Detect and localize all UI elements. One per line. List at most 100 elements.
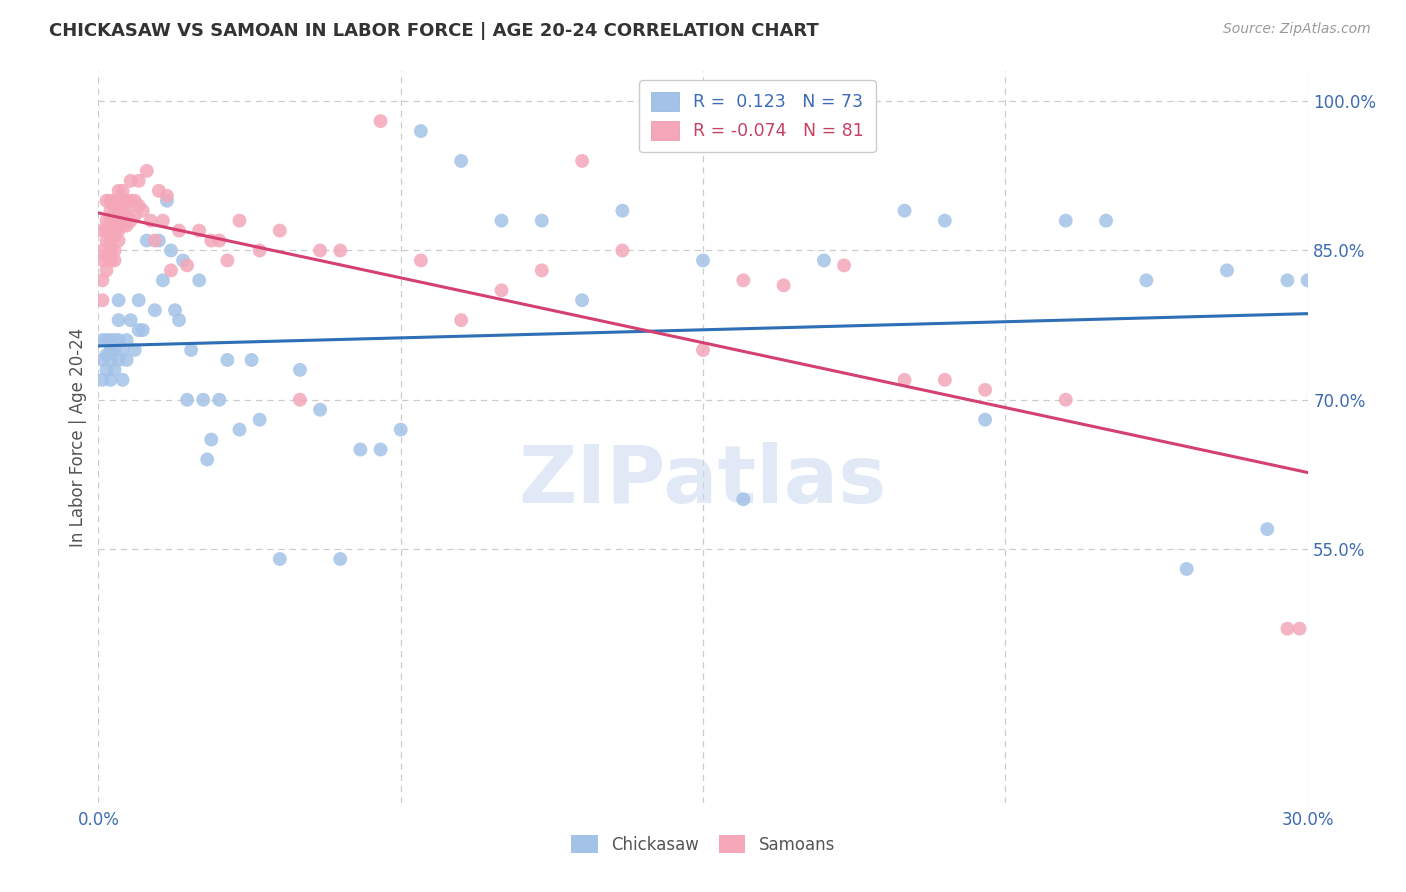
- Point: [103, 203, 125, 218]
- Text: Source: ZipAtlas.com: Source: ZipAtlas.com: [1223, 22, 1371, 37]
- Point: [733, 273, 755, 287]
- Point: [813, 253, 835, 268]
- Point: [100, 353, 122, 368]
- Point: [91, 353, 114, 368]
- Point: [91, 373, 114, 387]
- Point: [288, 392, 311, 407]
- Point: [148, 184, 170, 198]
- Point: [96, 224, 118, 238]
- Point: [96, 263, 118, 277]
- Point: [139, 213, 162, 227]
- Point: [91, 253, 114, 268]
- Point: [309, 402, 332, 417]
- Point: [1135, 273, 1157, 287]
- Point: [1296, 273, 1319, 287]
- Point: [143, 303, 166, 318]
- Point: [491, 213, 513, 227]
- Point: [1054, 213, 1077, 227]
- Point: [148, 234, 170, 248]
- Point: [1256, 522, 1278, 536]
- Point: [217, 253, 239, 268]
- Point: [120, 313, 142, 327]
- Point: [409, 253, 432, 268]
- Point: [100, 194, 122, 208]
- Point: [107, 194, 129, 208]
- Y-axis label: In Labor Force | Age 20-24: In Labor Force | Age 20-24: [69, 327, 87, 547]
- Point: [772, 278, 794, 293]
- Point: [111, 219, 134, 233]
- Point: [96, 363, 118, 377]
- Point: [100, 253, 122, 268]
- Point: [188, 273, 211, 287]
- Point: [208, 392, 231, 407]
- Point: [934, 373, 956, 387]
- Point: [160, 244, 183, 258]
- Point: [329, 244, 352, 258]
- Point: [156, 188, 179, 202]
- Point: [200, 433, 222, 447]
- Point: [217, 353, 239, 368]
- Point: [96, 194, 118, 208]
- Point: [103, 244, 125, 258]
- Point: [269, 552, 291, 566]
- Point: [91, 333, 114, 347]
- Point: [120, 213, 142, 227]
- Point: [100, 373, 122, 387]
- Point: [107, 313, 129, 327]
- Text: CHICKASAW VS SAMOAN IN LABOR FORCE | AGE 20-24 CORRELATION CHART: CHICKASAW VS SAMOAN IN LABOR FORCE | AGE…: [49, 22, 818, 40]
- Point: [100, 213, 122, 227]
- Point: [115, 353, 138, 368]
- Point: [491, 283, 513, 297]
- Point: [1288, 622, 1310, 636]
- Point: [96, 348, 118, 362]
- Point: [389, 423, 412, 437]
- Point: [107, 353, 129, 368]
- Point: [120, 174, 142, 188]
- Point: [124, 209, 146, 223]
- Point: [107, 213, 129, 227]
- Point: [115, 203, 138, 218]
- Point: [100, 244, 122, 258]
- Point: [450, 313, 472, 327]
- Point: [893, 203, 915, 218]
- Point: [128, 323, 150, 337]
- Point: [329, 552, 352, 566]
- Point: [115, 219, 138, 233]
- Point: [228, 213, 250, 227]
- Point: [107, 333, 129, 347]
- Point: [100, 234, 122, 248]
- Point: [111, 373, 134, 387]
- Point: [103, 194, 125, 208]
- Point: [128, 199, 150, 213]
- Point: [103, 213, 125, 227]
- Point: [160, 263, 183, 277]
- Point: [208, 234, 231, 248]
- Point: [612, 203, 634, 218]
- Point: [96, 234, 118, 248]
- Point: [1054, 392, 1077, 407]
- Point: [240, 353, 263, 368]
- Point: [228, 423, 250, 437]
- Point: [370, 442, 392, 457]
- Point: [111, 343, 134, 357]
- Point: [96, 213, 118, 227]
- Point: [571, 153, 593, 168]
- Point: [103, 228, 125, 243]
- Point: [111, 184, 134, 198]
- Point: [612, 244, 634, 258]
- Point: [1277, 273, 1299, 287]
- Point: [176, 392, 198, 407]
- Point: [934, 213, 956, 227]
- Point: [167, 313, 190, 327]
- Point: [152, 213, 174, 227]
- Point: [107, 203, 129, 218]
- Point: [111, 194, 134, 208]
- Point: [269, 224, 291, 238]
- Point: [176, 259, 198, 273]
- Point: [135, 234, 157, 248]
- Point: [103, 343, 125, 357]
- Point: [120, 194, 142, 208]
- Point: [103, 333, 125, 347]
- Point: [91, 224, 114, 238]
- Point: [91, 244, 114, 258]
